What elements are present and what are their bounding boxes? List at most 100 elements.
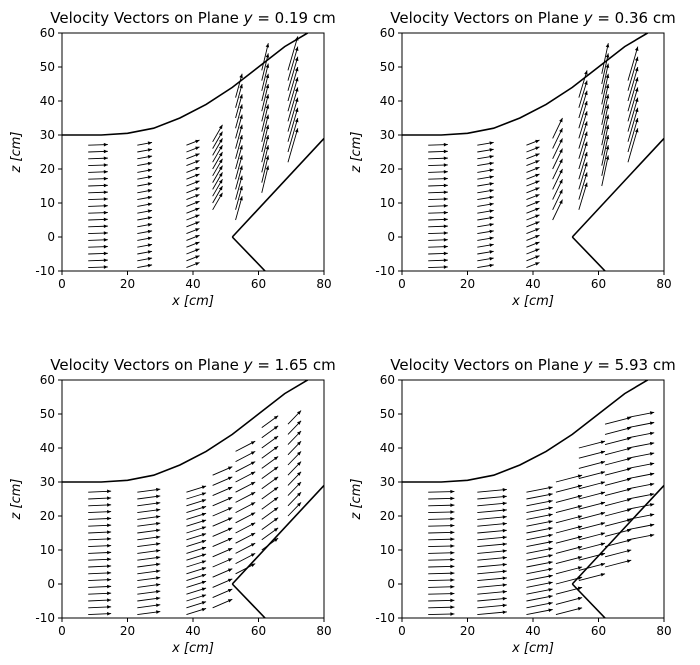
velocity-vector bbox=[604, 518, 632, 527]
vector-head bbox=[265, 84, 270, 89]
velocity-vector bbox=[604, 427, 632, 435]
vector-head bbox=[201, 567, 207, 571]
vector-head bbox=[195, 201, 200, 205]
vector-head bbox=[577, 494, 583, 499]
vector-head bbox=[147, 182, 153, 186]
wall-line-1 bbox=[402, 380, 649, 483]
vector-head bbox=[489, 161, 494, 166]
vector-head bbox=[239, 94, 243, 99]
vector-head bbox=[584, 111, 588, 116]
vector-head bbox=[103, 251, 108, 256]
vector-head bbox=[489, 141, 494, 145]
vector-head bbox=[250, 522, 256, 527]
vector-head bbox=[489, 250, 494, 254]
vector-head bbox=[297, 482, 302, 487]
velocity-vector bbox=[428, 613, 455, 616]
vector-head bbox=[227, 599, 233, 603]
velocity-vector bbox=[526, 513, 553, 520]
vector-head bbox=[201, 594, 207, 598]
velocity-vector bbox=[261, 165, 269, 193]
vector-head bbox=[218, 145, 223, 150]
vector-head bbox=[450, 523, 455, 528]
vector-head bbox=[201, 485, 207, 489]
vector-head bbox=[107, 605, 112, 609]
vector-head bbox=[584, 90, 588, 96]
velocity-vector bbox=[235, 165, 243, 190]
y-tick-label: 20 bbox=[40, 162, 55, 176]
x-tick-label: 80 bbox=[656, 277, 671, 291]
velocity-vector bbox=[477, 489, 507, 493]
panel-4: Velocity Vectors on Plane y = 5.93 cm 0 20… bbox=[349, 356, 676, 656]
velocity-vector bbox=[601, 53, 609, 85]
vector-head bbox=[227, 527, 233, 532]
vector-head bbox=[535, 201, 540, 205]
vector-head bbox=[156, 508, 161, 512]
y-tick-label: 50 bbox=[40, 60, 55, 74]
vector-head bbox=[195, 146, 200, 151]
vector-head bbox=[201, 573, 207, 578]
vector-head bbox=[559, 118, 563, 123]
vector-head bbox=[227, 568, 233, 572]
velocity-vector bbox=[604, 447, 632, 456]
velocity-vector bbox=[627, 534, 655, 541]
vector-head bbox=[559, 169, 563, 174]
vector-field bbox=[88, 36, 299, 269]
vector-head bbox=[156, 610, 161, 614]
vector-head bbox=[535, 207, 540, 212]
vector-head bbox=[297, 502, 302, 507]
velocity-vector bbox=[287, 66, 299, 102]
velocity-vector bbox=[526, 520, 553, 527]
title-prefix: Velocity Vectors on Plane bbox=[50, 9, 243, 27]
vector-head bbox=[600, 471, 606, 475]
velocity-vector bbox=[261, 155, 269, 183]
vector-head bbox=[489, 148, 494, 152]
title-value: = 0.19 cm bbox=[253, 9, 336, 27]
vector-head bbox=[156, 549, 161, 553]
vector-head bbox=[548, 560, 553, 565]
vector-head bbox=[535, 255, 540, 259]
velocity-vector bbox=[428, 545, 455, 548]
vector-head bbox=[107, 611, 112, 616]
y-tick-label: -10 bbox=[35, 611, 55, 625]
vector-head bbox=[577, 607, 583, 611]
vector-head bbox=[443, 217, 448, 222]
vector-head bbox=[489, 188, 494, 193]
vector-head bbox=[107, 496, 112, 500]
vector-head bbox=[548, 608, 553, 613]
vector-head bbox=[649, 411, 655, 415]
velocity-vector bbox=[578, 100, 588, 129]
x-tick-label: 20 bbox=[460, 624, 475, 638]
velocity-vector bbox=[287, 87, 299, 122]
vector-head bbox=[649, 472, 655, 477]
velocity-vector bbox=[627, 107, 639, 142]
vector-head bbox=[273, 497, 279, 502]
velocity-vector bbox=[627, 513, 655, 520]
vector-head bbox=[443, 258, 448, 263]
velocity-vector bbox=[578, 182, 588, 210]
vector-head bbox=[201, 546, 207, 551]
vector-head bbox=[273, 527, 279, 532]
title-prefix: Velocity Vectors on Plane bbox=[390, 356, 583, 374]
vector-head bbox=[577, 586, 583, 591]
velocity-vector bbox=[477, 597, 507, 602]
vector-head bbox=[584, 80, 588, 85]
vector-head bbox=[273, 466, 279, 471]
velocity-vector bbox=[526, 507, 553, 514]
velocity-vector bbox=[477, 584, 507, 588]
vector-head bbox=[250, 492, 256, 496]
vector-head bbox=[227, 538, 233, 542]
vector-head bbox=[548, 492, 553, 497]
vector-head bbox=[239, 135, 243, 140]
velocity-vector bbox=[261, 104, 269, 132]
vector-head bbox=[103, 176, 108, 181]
vector-head bbox=[548, 540, 553, 545]
velocity-vector bbox=[604, 457, 632, 466]
vector-head bbox=[156, 589, 161, 594]
velocity-vector bbox=[428, 559, 455, 561]
x-tick-label: 0 bbox=[58, 277, 66, 291]
vector-head bbox=[489, 229, 494, 234]
vector-head bbox=[265, 94, 270, 99]
velocity-vector bbox=[604, 467, 632, 476]
vector-head bbox=[502, 603, 507, 608]
velocity-vector bbox=[601, 73, 609, 105]
